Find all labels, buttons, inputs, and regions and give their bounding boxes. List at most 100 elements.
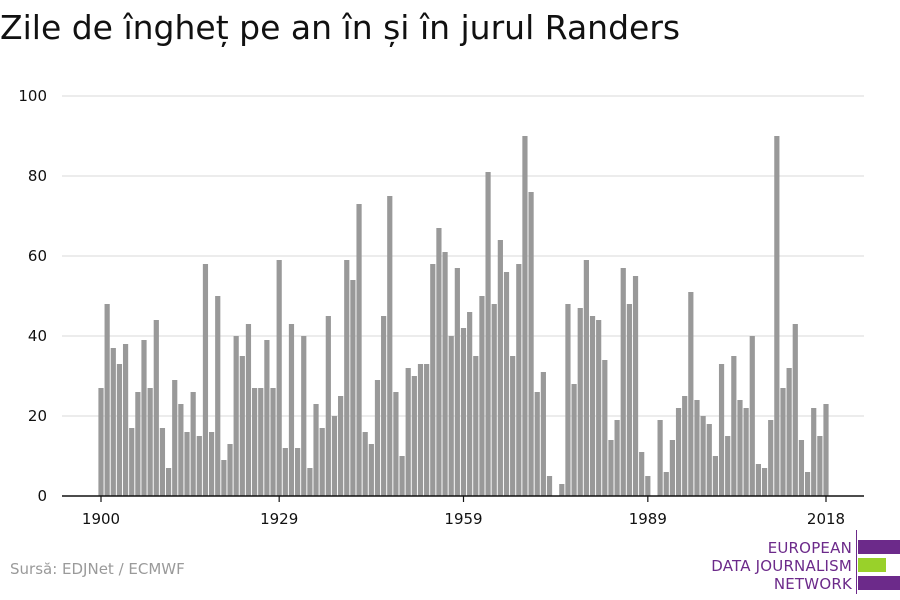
bar-2018 [823,404,829,496]
bar-1902 [110,348,116,496]
bar-1927 [264,340,270,496]
bar-1966 [503,272,510,496]
bar-1916 [196,436,202,496]
bar-1928 [270,388,276,496]
bar-1934 [307,468,313,496]
bar-2016 [811,408,817,496]
bar-1983 [608,440,614,496]
bar-2013 [792,324,798,496]
bar-2010 [774,136,780,496]
bar-1932 [295,448,301,496]
x-tick-label: 1989 [629,510,667,528]
bar-1977 [571,384,577,496]
bar-1946 [381,316,387,496]
bar-1931 [288,324,295,496]
bar-1918 [208,432,215,496]
y-tick-label: 20 [28,407,47,425]
bar-1935 [313,404,319,496]
logo-bar-top [858,540,900,554]
bar-1929 [276,260,282,496]
bar-1954 [430,264,436,496]
bar-1930 [282,448,288,496]
bar-1919 [215,296,221,496]
bar-2007 [755,464,762,496]
bar-1965 [497,240,503,496]
bar-1957 [448,336,454,496]
bar-1903 [116,364,123,496]
bar-1912 [172,380,178,496]
bar-1953 [424,364,430,496]
bar-1951 [411,376,417,496]
bar-2001 [718,364,725,496]
bar-1958 [454,268,460,496]
bar-1988 [639,452,645,496]
bar-2003 [731,356,737,496]
bar-1973 [546,476,553,496]
bar-1994 [675,408,682,496]
bar-1972 [540,372,546,496]
bar-1901 [104,304,110,496]
bar-1943 [362,432,368,496]
bar-1976 [565,304,571,496]
bar-1968 [516,264,522,496]
bar-1941 [350,280,356,496]
bar-1979 [583,260,589,496]
bar-1925 [252,388,258,496]
bar-1982 [602,360,608,496]
bar-1981 [596,320,602,496]
bar-1995 [682,396,688,496]
bar-1917 [202,264,209,496]
bar-1969 [522,136,528,496]
bar-1910 [159,428,166,496]
bar-1962 [479,296,485,496]
logo-divider [856,530,857,594]
bar-2006 [749,336,755,496]
bar-2017 [817,436,823,496]
bar-1955 [436,228,442,496]
x-tick-label: 1959 [444,510,482,528]
bar-1936 [319,428,325,496]
bars [98,136,829,496]
bar-1947 [387,196,393,496]
logo-bar-bottom [858,576,900,590]
bar-1992 [663,472,669,496]
x-axis: 1900 1929 1959 1989 2018 [62,495,864,528]
logo-line-european: EUROPEAN [767,539,852,557]
bar-2014 [798,440,805,496]
bar-1906 [135,392,141,496]
chart-title: Zile de îngheț pe an în și în jurul Rand… [0,8,681,47]
logo-line-data-journalism: DATA JOURNALISM [711,557,852,575]
x-tick-label: 1900 [82,510,120,528]
bar-1922 [233,336,239,496]
bar-1945 [374,380,381,496]
bar-2004 [737,400,743,496]
x-tick-label: 1929 [260,510,298,528]
bar-1984 [614,420,620,496]
y-tick-label: 100 [18,87,47,105]
bar-1939 [338,396,344,496]
bar-2012 [786,368,792,496]
bar-1924 [245,324,252,496]
bar-1904 [122,344,129,496]
bar-1997 [694,400,700,496]
bar-2005 [743,408,749,496]
bar-2011 [780,388,786,496]
bar-1909 [153,320,159,496]
bar-1989 [645,476,651,496]
x-tick-label: 2018 [807,510,845,528]
bar-1937 [325,316,331,496]
bar-1967 [510,356,516,496]
bar-1950 [405,368,411,496]
bar-1987 [632,276,639,496]
bar-1920 [221,460,227,496]
bar-1913 [178,404,184,496]
bar-1971 [534,392,540,496]
bar-1956 [442,252,448,496]
bar-1942 [356,204,362,496]
bar-1926 [258,388,264,496]
bar-2009 [768,420,774,496]
y-tick-label: 0 [37,487,47,505]
bar-1938 [331,416,338,496]
